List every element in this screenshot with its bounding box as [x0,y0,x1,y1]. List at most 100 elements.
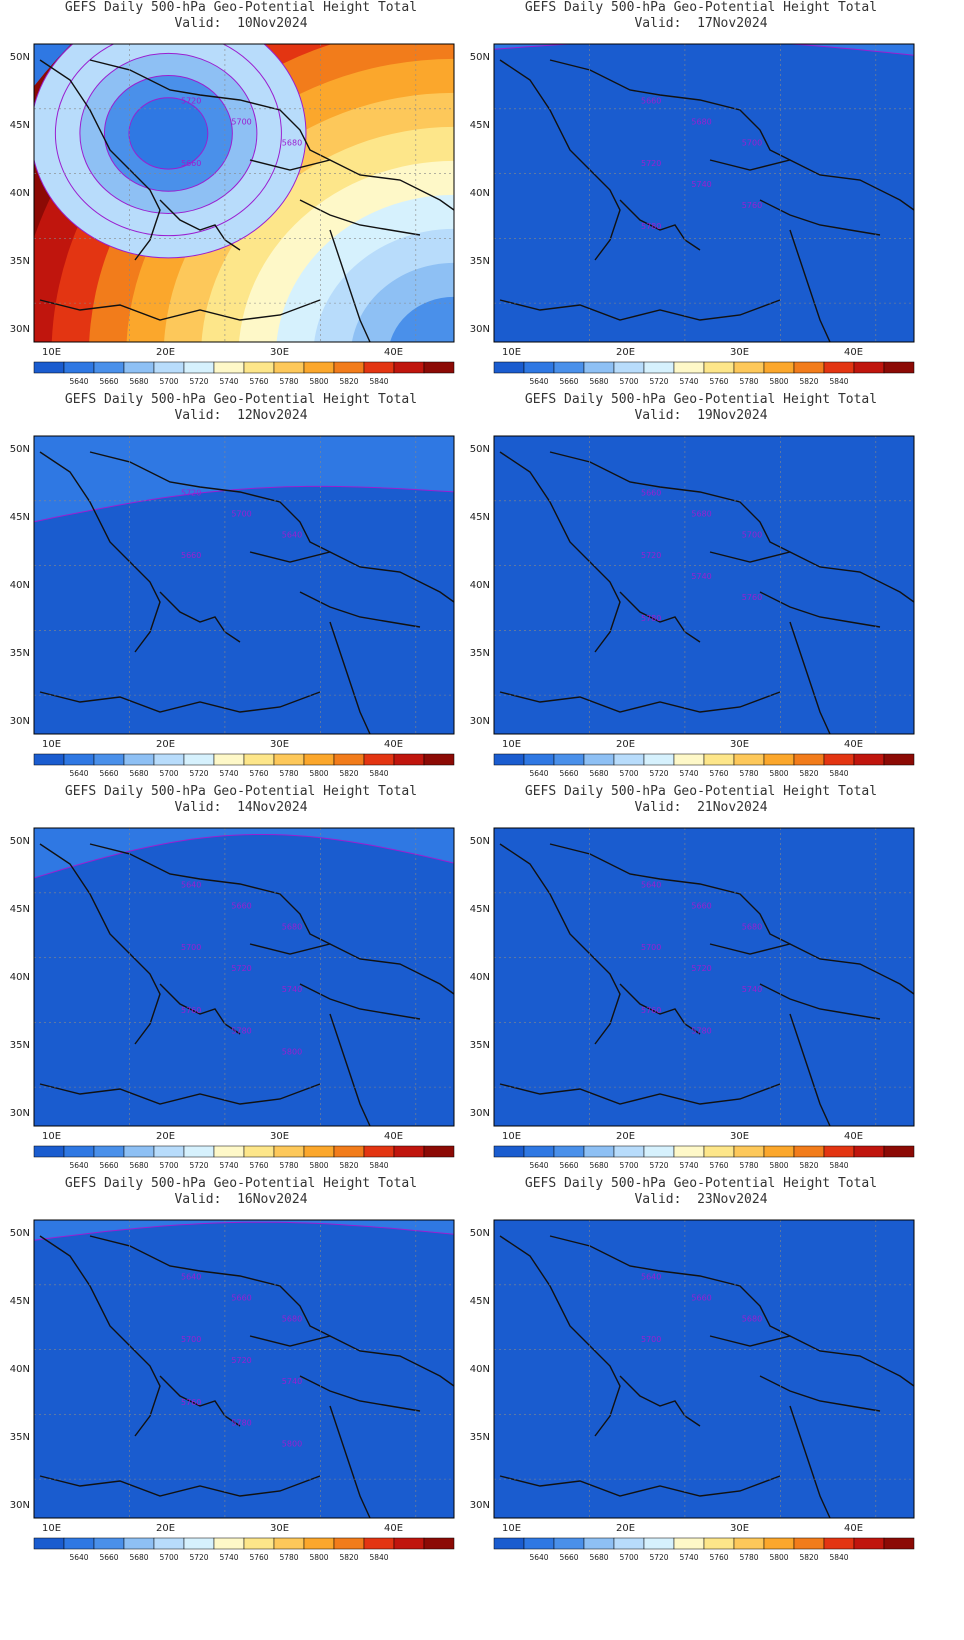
colorbar-label: 5640 [69,1553,88,1562]
colorbar-swatch [733,1145,765,1158]
lat-tick-label: 50N [470,52,490,63]
colorbar-swatch [213,361,245,374]
contour-label: 5680 [691,117,711,126]
height-map: 5640 5660 5680 5700 5720 5740 5760 5780 5800 50N 4… [10,827,455,1170]
lon-tick-label: 40E [384,739,403,750]
colorbar-label: 5660 [99,1553,118,1562]
panel-title: GEFS Daily 500-hPa Geo-Potential Height … [524,1176,878,1207]
height-map: 5660 5680 5700 5720 5740 5760 5780 50N 45N 40N 35N… [470,435,915,778]
colorbar-label: 5700 [619,1553,638,1562]
colorbar-swatch [673,1537,705,1550]
contour-label: 5780 [231,1027,251,1036]
colorbar-swatch [153,361,185,374]
height-map: 5640 5660 5680 5700 5720 5740 5760 5780 5800 50N 4… [10,1219,455,1562]
height-map: 5640 5660 5680 5700 50N 45N 40N 35N 30N 10E 20E 30E… [470,1219,915,1562]
colorbar-label: 5720 [649,377,668,386]
colorbar-swatch [123,753,155,766]
colorbar-swatch [213,753,245,766]
contour-label: 5640 [282,530,302,539]
colorbar-label: 5840 [369,1161,388,1170]
colorbar-label: 5680 [589,769,608,778]
panel-title: GEFS Daily 500-hPa Geo-Potential Height … [524,392,878,423]
colorbar-swatch [153,1145,185,1158]
colorbar-label: 5740 [679,1161,698,1170]
lon-tick-label: 20E [156,1523,175,1534]
colorbar-label: 5780 [739,1553,758,1562]
lat-tick-label: 50N [470,1228,490,1239]
contour-label: 5760 [181,1006,201,1015]
colorbar-swatch [493,361,525,374]
contour-label: 5660 [181,551,201,560]
colorbar-swatch [733,361,765,374]
colorbar-label: 5780 [739,1161,758,1170]
colorbar-swatch [703,1537,735,1550]
contour-label: 5700 [231,509,251,518]
colorbar-swatch [303,1537,335,1550]
colorbar-label: 5780 [739,377,758,386]
lon-tick-label: 40E [844,1523,863,1534]
colorbar-swatch [363,753,395,766]
colorbar-label: 5840 [369,377,388,386]
colorbar-swatch [493,1145,525,1158]
lat-tick-label: 30N [10,1500,30,1511]
colorbar-label: 5660 [99,1161,118,1170]
lat-tick-label: 40N [470,188,490,199]
colorbar-label: 5660 [559,377,578,386]
colorbar-swatch [183,753,215,766]
lon-tick-label: 20E [616,347,635,358]
panel-title: GEFS Daily 500-hPa Geo-Potential Height … [524,0,878,31]
lat-tick-label: 50N [470,444,490,455]
colorbar-swatch [823,361,855,374]
colorbar-label: 5680 [129,1161,148,1170]
colorbar-label: 5660 [559,1161,578,1170]
colorbar-label: 5780 [279,1161,298,1170]
contour-label: 5680 [742,922,762,931]
colorbar-swatch [523,361,555,374]
colorbar-swatch [273,1537,305,1550]
colorbar-swatch [393,753,425,766]
lon-tick-label: 10E [42,1131,61,1142]
colorbar-label: 5760 [249,377,268,386]
colorbar-swatch [853,1145,885,1158]
colorbar-swatch [883,1145,915,1158]
colorbar-swatch [423,753,455,766]
lon-tick-label: 30E [270,347,289,358]
contour-label: 5760 [742,201,762,210]
lat-tick-label: 40N [10,580,30,591]
lat-tick-label: 35N [470,1040,490,1051]
colorbar-label: 5740 [219,377,238,386]
colorbar-label: 5640 [529,377,548,386]
lat-tick-label: 45N [10,904,30,915]
contour-label: 5640 [181,881,201,890]
colorbar-swatch [93,361,125,374]
colorbar-swatch [613,361,645,374]
lat-tick-label: 35N [470,648,490,659]
contour-label: 5800 [282,1439,302,1448]
lon-tick-label: 40E [844,739,863,750]
colorbar-label: 5700 [619,769,638,778]
contour-label: 5660 [641,97,661,106]
colorbar-label: 5760 [709,1161,728,1170]
contour-label: 5700 [231,117,251,126]
colorbar-label: 5660 [99,377,118,386]
colorbar-swatch [273,1145,305,1158]
colorbar-label: 5740 [219,769,238,778]
contour-label: 5720 [181,489,201,498]
colorbar-swatch [583,753,615,766]
colorbar-swatch [823,1537,855,1550]
colorbar-swatch [853,361,885,374]
colorbar-swatch [153,753,185,766]
contour-label: 5680 [742,1314,762,1323]
colorbar-swatch [33,1537,65,1550]
lat-tick-label: 45N [470,512,490,523]
contour-label: 5780 [641,614,661,623]
colorbar-label: 5740 [679,377,698,386]
colorbar-swatch [243,361,275,374]
lon-tick-label: 20E [156,1131,175,1142]
colorbar-swatch [763,361,795,374]
lat-tick-label: 50N [10,836,30,847]
contour-label: 5660 [641,489,661,498]
colorbar-swatch [243,753,275,766]
colorbar-swatch [273,361,305,374]
